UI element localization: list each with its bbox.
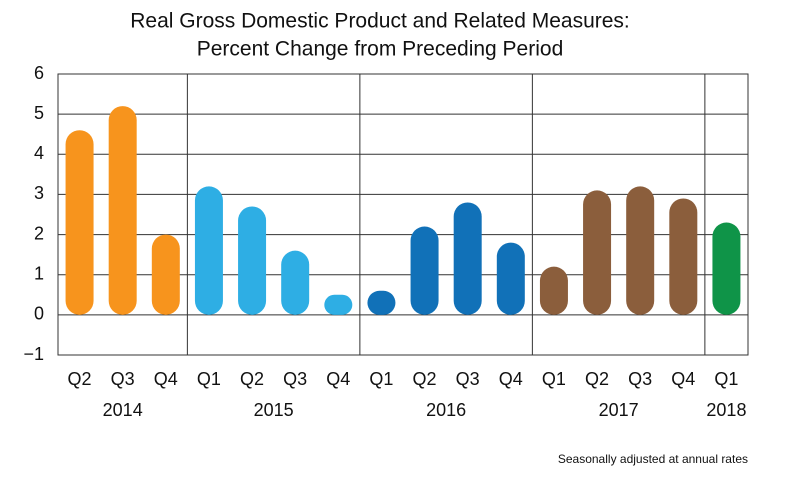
x-tick-label: Q3: [111, 369, 135, 389]
bar: [712, 222, 741, 315]
chart-title: Percent Change from Preceding Period: [197, 38, 564, 61]
note: Seasonally adjusted at annual rates: [558, 452, 748, 466]
plot-frame: [57, 73, 749, 356]
x-tick-label: Q4: [499, 369, 523, 389]
x-tick-label: Q1: [197, 369, 221, 389]
y-tick-label: 5: [34, 103, 44, 123]
y-tick-label: 6: [34, 63, 44, 83]
bar: [453, 202, 482, 315]
bar: [367, 290, 396, 315]
year-label: 2017: [599, 400, 639, 420]
bar: [151, 234, 180, 315]
x-tick-label: Q2: [413, 369, 437, 389]
chart-title: Real Gross Domestic Product and Related …: [130, 10, 630, 33]
x-tick-label: Q1: [542, 369, 566, 389]
x-tick-label: Q2: [585, 369, 609, 389]
bar: [108, 106, 137, 315]
y-tick-label: 2: [34, 223, 44, 243]
year-label: 2015: [254, 400, 294, 420]
y-tick-label: 4: [34, 143, 44, 163]
x-tick-label: Q3: [628, 369, 652, 389]
x-tick-label: Q4: [154, 369, 178, 389]
y-tick-label: 0: [34, 304, 44, 324]
y-tick-label: 1: [34, 263, 44, 283]
y-tick-label: 3: [34, 183, 44, 203]
bar: [281, 250, 310, 315]
bar: [583, 190, 612, 315]
x-tick-label: Q3: [456, 369, 480, 389]
bar: [669, 198, 698, 315]
x-tick-label: Q1: [369, 369, 393, 389]
year-label: 2018: [706, 400, 746, 420]
x-tick-label: Q4: [326, 369, 350, 389]
x-tick-label: Q2: [240, 369, 264, 389]
bar: [238, 206, 267, 315]
y-tick-label: −1: [23, 344, 44, 364]
bar: [496, 242, 525, 315]
bar: [194, 186, 223, 315]
bar: [65, 130, 94, 315]
bar: [324, 294, 353, 315]
x-tick-label: Q2: [68, 369, 92, 389]
bar: [410, 226, 439, 315]
year-label: 2014: [103, 400, 143, 420]
x-tick-label: Q1: [714, 369, 738, 389]
bar: [626, 186, 655, 315]
year-label: 2016: [426, 400, 466, 420]
bar: [539, 266, 568, 315]
x-tick-label: Q4: [671, 369, 695, 389]
x-tick-label: Q3: [283, 369, 307, 389]
